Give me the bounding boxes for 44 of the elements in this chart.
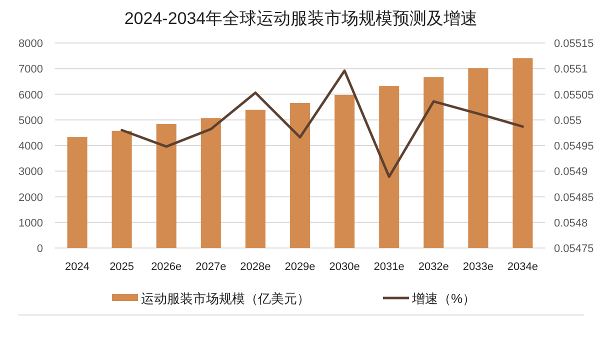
bar	[512, 58, 533, 248]
bar	[468, 68, 488, 248]
bar	[379, 86, 400, 248]
y2-tick-label: 0.05485	[554, 192, 594, 204]
x-tick-label: 2032e	[418, 261, 449, 273]
x-tick-label: 2024	[65, 261, 90, 273]
y-tick-label: 7000	[18, 64, 43, 76]
x-tick-label: 2026e	[151, 261, 182, 273]
x-tick-label: 2033e	[462, 261, 494, 273]
bar	[200, 118, 221, 248]
line-series	[120, 69, 524, 178]
bar	[334, 95, 355, 248]
bar	[67, 137, 88, 248]
y2-tick-label: 0.05495	[554, 140, 594, 152]
y-tick-label: 6000	[18, 89, 43, 102]
y2-tick-label: 0.0551	[554, 64, 588, 76]
y2-tick-label: 0.05505	[554, 89, 594, 102]
chart-title: 2024-2034年全球运动服装市场规模预测及增速	[124, 9, 478, 28]
x-tick-label: 2034e	[507, 261, 538, 273]
y2-tick-label: 0.05475	[554, 243, 594, 255]
y-tick-label: 5000	[18, 114, 43, 127]
y-tick-label: 0	[36, 243, 43, 255]
y-tick-label: 2000	[18, 192, 43, 204]
y2-tick-label: 0.0549	[554, 166, 588, 178]
y2-tick-label: 0.0548	[554, 217, 588, 230]
x-tick-label: 2030e	[329, 261, 360, 273]
y-tick-label: 8000	[18, 38, 43, 50]
x-tick-label: 2028e	[240, 261, 271, 273]
bar	[290, 102, 310, 248]
y-tick-label: 3000	[18, 166, 43, 178]
y2-tick-label: 0.055	[554, 114, 582, 127]
legend-label: 增速（%）	[411, 291, 476, 306]
y-tick-label: 4000	[18, 140, 43, 152]
x-tick-label: 2027e	[196, 261, 226, 273]
legend-label: 运动服装市场规模（亿美元）	[141, 291, 310, 306]
x-tick-label: 2031e	[374, 261, 404, 273]
bar	[424, 77, 444, 248]
x-tick-label: 2025	[110, 261, 134, 273]
bar	[112, 130, 132, 248]
x-tick-label: 2029e	[284, 261, 316, 273]
bar	[245, 110, 266, 248]
bar	[156, 124, 176, 248]
y-tick-label: 1000	[18, 217, 43, 230]
y2-tick-label: 0.05515	[554, 38, 594, 50]
